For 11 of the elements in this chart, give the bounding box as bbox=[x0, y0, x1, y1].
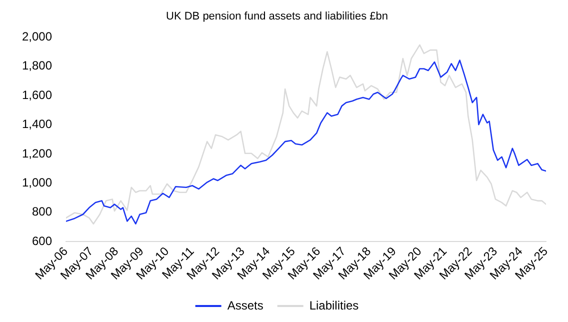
y-tick-label: 1,800 bbox=[22, 58, 52, 73]
y-tick-label: 1,600 bbox=[22, 88, 52, 102]
y-tick-label: 1,000 bbox=[22, 175, 52, 190]
y-tick-label: 600 bbox=[32, 234, 52, 248]
chart-title: UK DB pension fund assets and liabilities £bn bbox=[166, 10, 388, 23]
legend-label: Liabilities bbox=[309, 298, 359, 312]
y-tick-label: 800 bbox=[32, 204, 52, 219]
y-tick-label: 1,200 bbox=[22, 146, 52, 160]
legend-label: Assets bbox=[227, 298, 264, 312]
y-tick-label: 1,400 bbox=[22, 117, 52, 132]
y-tick-label: 2,000 bbox=[22, 30, 52, 44]
